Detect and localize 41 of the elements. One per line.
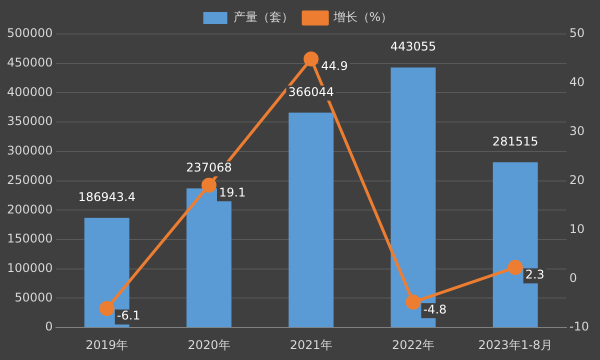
y-tick-label: 500000	[6, 26, 53, 40]
data-label: -4.8	[423, 302, 447, 316]
y2-tick-label: 20	[569, 172, 585, 187]
data-label: 44.9	[321, 59, 348, 74]
y2-tick-label: 30	[569, 124, 585, 138]
data-label: 281515	[492, 134, 538, 148]
y-tick-label: 150000	[6, 232, 53, 246]
x-tick-label: 2020年	[188, 338, 230, 352]
y2-tick-label: 0	[569, 270, 578, 285]
y-tick-label: 0	[45, 320, 53, 334]
y2-tick-label: -10	[569, 320, 590, 334]
data-label: 186943.4	[78, 190, 136, 204]
y-tick-label: 450000	[6, 55, 53, 70]
y-tick-label: 100000	[6, 261, 53, 276]
y-tick-label: 50000	[14, 290, 53, 304]
x-tick-label: 2023年1-8月	[478, 338, 552, 352]
y2-tick-label: 50	[569, 26, 585, 40]
y-tick-label: 250000	[6, 172, 53, 187]
y2-tick-label: 40	[569, 75, 585, 90]
y-tick-label: 350000	[6, 114, 53, 128]
point	[406, 294, 421, 310]
point	[201, 178, 216, 193]
x-tick-label: 2019年	[86, 338, 128, 352]
data-label: 2.3	[525, 268, 544, 282]
legend-label: 增长（%）	[332, 10, 393, 24]
data-label: 237068	[186, 160, 232, 175]
data-label: 443055	[390, 40, 436, 54]
y-tick-label: 200000	[6, 202, 53, 216]
y2-tick-label: 10	[569, 222, 585, 236]
point	[99, 301, 114, 316]
x-tick-label: 2022年	[392, 338, 434, 352]
x-tick-label: 2021年	[290, 338, 332, 352]
data-label: -6.1	[116, 308, 140, 323]
point	[304, 51, 319, 66]
y-tick-label: 300000	[6, 144, 53, 158]
y-tick-label: 400000	[6, 84, 53, 99]
data-label: 19.1	[218, 185, 246, 200]
data-label: 366044	[288, 84, 334, 99]
legend-label: 产量（套）	[233, 10, 294, 24]
bar	[288, 112, 334, 328]
point	[508, 260, 523, 275]
